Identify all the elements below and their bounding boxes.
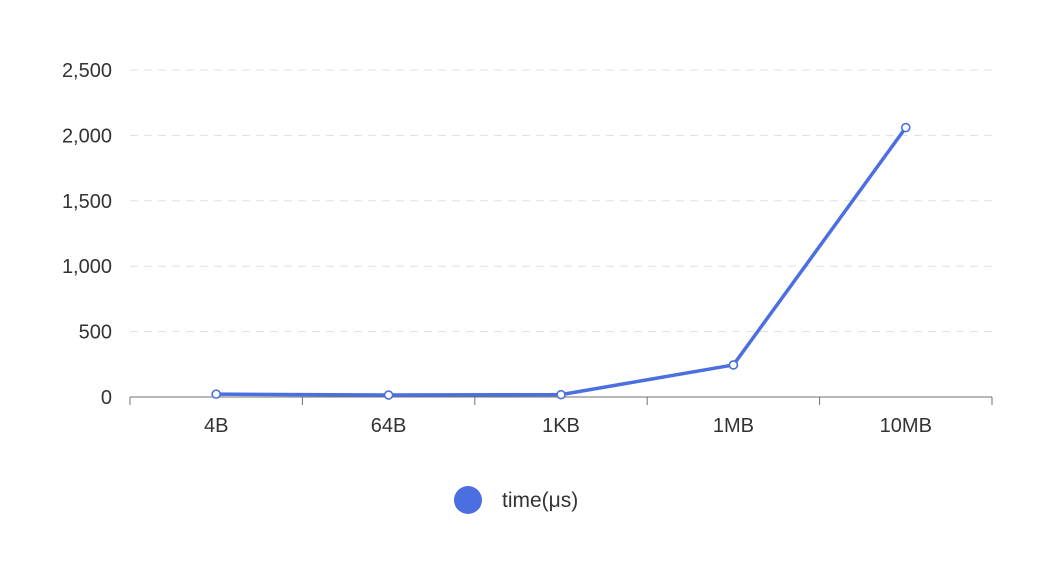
data-point[interactable]: [211, 389, 221, 399]
y-tick-label: 1,500: [62, 191, 112, 213]
data-point[interactable]: [900, 122, 911, 133]
legend-marker-icon[interactable]: [454, 486, 482, 514]
y-tick-label: 2,500: [62, 60, 112, 82]
legend[interactable]: time(μs): [454, 486, 578, 514]
x-tick-label: 64B: [371, 415, 407, 437]
y-tick-label: 0: [101, 387, 112, 409]
x-tick-label: 1KB: [542, 415, 580, 437]
x-tick-label: 1MB: [713, 415, 754, 437]
legend-label[interactable]: time(μs): [502, 489, 578, 512]
y-tick-label: 1,000: [62, 256, 112, 278]
x-tick-label: 4B: [204, 415, 228, 437]
y-axis: 0 500 1,000 1,500 2,000 2,500: [62, 60, 112, 409]
grid-lines: [130, 69, 992, 333]
x-tick-label: 10MB: [880, 415, 932, 437]
data-point[interactable]: [556, 389, 566, 400]
y-tick-label: 2,000: [62, 125, 112, 147]
series: [211, 122, 911, 400]
series-line: [214, 125, 908, 397]
data-point[interactable]: [383, 390, 394, 400]
x-axis: 4B 64B 1KB 1MB 10MB: [129, 396, 993, 437]
y-tick-label: 500: [79, 322, 112, 344]
data-point[interactable]: [728, 360, 739, 370]
